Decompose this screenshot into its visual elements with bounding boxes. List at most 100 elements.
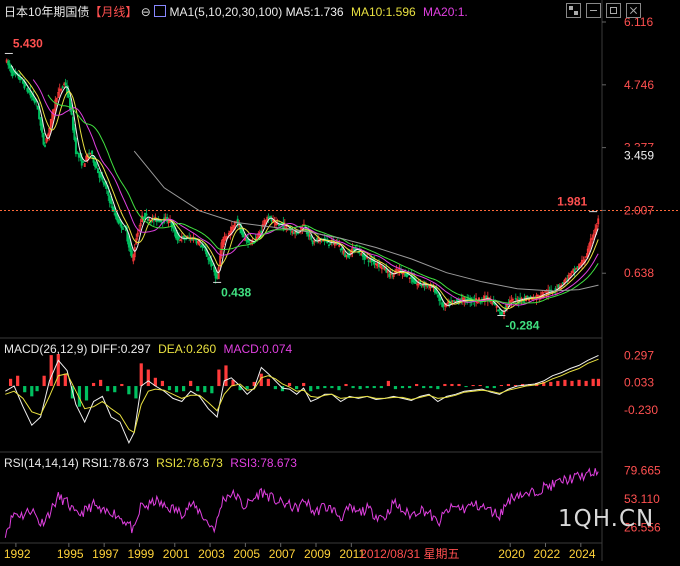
macd-bar — [400, 386, 405, 389]
macd-bar — [372, 386, 376, 389]
candle-body — [41, 123, 44, 133]
macd-bar — [266, 378, 270, 387]
candle-body — [395, 269, 398, 271]
candle-body — [338, 244, 341, 247]
candle-body — [388, 273, 391, 277]
macd-bar — [217, 369, 221, 387]
rsi3-value: RSI3:78.673 — [230, 456, 297, 470]
macd-bar — [577, 379, 581, 387]
macd-bar — [365, 386, 369, 389]
rsi-tick-label: 26.556 — [624, 521, 661, 535]
minimize-icon[interactable] — [586, 3, 601, 18]
period-label[interactable]: 【月线】 — [89, 5, 138, 19]
macd-tick-label: 0.297 — [624, 348, 654, 362]
candle-body — [82, 161, 85, 163]
macd-bar — [309, 386, 313, 392]
ma-indicator-label[interactable]: MA1(5,10,20,30,100) — [169, 5, 283, 19]
candle-body — [291, 230, 294, 233]
macd-bar — [167, 386, 172, 391]
macd-bar — [556, 380, 560, 387]
candle-body — [121, 228, 124, 230]
candle-body — [167, 221, 170, 224]
candle-body — [292, 232, 295, 235]
candle-body — [569, 273, 572, 276]
x-tick-label: 1999 — [127, 547, 154, 561]
candle-body — [417, 283, 420, 286]
candle-body — [145, 213, 148, 216]
macd-bar — [393, 386, 398, 390]
candle-body — [74, 137, 77, 155]
candle-body — [179, 239, 182, 242]
macd-tick-label: -0.230 — [624, 403, 658, 417]
macd-bar — [160, 380, 165, 387]
macd-bar — [23, 386, 27, 393]
candle-body — [222, 239, 225, 248]
candle-body — [217, 267, 220, 280]
macd-bar — [542, 381, 546, 387]
instrument-title[interactable]: 日本10年期国债 — [4, 5, 90, 19]
options-icon[interactable] — [566, 3, 581, 18]
price-annotation: -0.284 — [505, 319, 539, 333]
indicator-icon[interactable] — [154, 5, 167, 17]
macd-bar — [302, 382, 306, 387]
maximize-icon[interactable] — [606, 3, 621, 18]
macd-bar — [210, 386, 214, 394]
macd-bar — [8, 378, 13, 387]
current-value-label: 3.459 — [624, 149, 654, 163]
macd-bar — [49, 355, 53, 387]
price-tick-label: 0.638 — [624, 266, 654, 280]
macd-bar — [252, 381, 256, 387]
candle-body — [173, 227, 176, 232]
candle-body — [536, 294, 539, 297]
macd-bar — [294, 386, 299, 390]
candle-body — [311, 240, 314, 245]
macd-bar — [182, 386, 186, 392]
price-annotation: 1.981 — [557, 195, 587, 209]
x-tick-label: 2022 — [534, 547, 561, 561]
ma10-value: MA10:1.596 — [350, 5, 416, 19]
candle-body — [224, 236, 227, 240]
macd-bar — [457, 383, 461, 387]
x-tick-label: 2020 — [498, 547, 525, 561]
settings-icon[interactable]: ⊖ — [140, 5, 151, 19]
macd-bar — [584, 380, 588, 387]
current-value-box — [620, 146, 680, 164]
rsi-header: RSI(14,14,14) RSI1:78.673 RSI2:78.673 RS… — [4, 456, 297, 470]
ma10-line — [18, 69, 599, 310]
candle-body — [67, 90, 70, 98]
macd-label[interactable]: MACD(26,12,9) — [4, 342, 88, 356]
candle-body — [136, 232, 139, 237]
candle-body — [116, 213, 119, 221]
macd-bar — [596, 378, 601, 387]
candle-body — [272, 219, 275, 222]
candle-body — [260, 230, 263, 233]
rsi2-value: RSI2:78.673 — [156, 456, 223, 470]
macd-panel — [5, 354, 601, 444]
candle-body — [64, 82, 67, 86]
candle-body — [367, 260, 370, 263]
candle-body — [133, 247, 136, 258]
candle-body — [211, 263, 214, 266]
macd-bar — [139, 363, 143, 387]
candle-body — [327, 244, 330, 247]
macd-bar — [42, 375, 46, 387]
macd-bar — [196, 386, 200, 392]
rsi-label[interactable]: RSI(14,14,14) — [4, 456, 79, 470]
main-header: 日本10年期国债【月线】 ⊖ MA1(5,10,20,30,100) MA5:1… — [4, 3, 468, 20]
macd-bar — [563, 379, 567, 387]
price-tick-label: 2.007 — [624, 203, 654, 217]
candle-body — [267, 217, 270, 220]
candle-body — [99, 173, 102, 177]
macd-bar — [443, 383, 447, 387]
macd-bar — [245, 386, 249, 390]
candle-body — [92, 156, 95, 163]
candle-body — [478, 297, 481, 300]
candle-body — [182, 235, 185, 238]
macd-bar — [415, 383, 419, 387]
candle-body — [242, 232, 245, 238]
macd-bar — [134, 386, 138, 399]
x-tick-label: 2001 — [163, 547, 190, 561]
close-icon[interactable] — [626, 3, 641, 18]
candle-body — [595, 225, 598, 231]
